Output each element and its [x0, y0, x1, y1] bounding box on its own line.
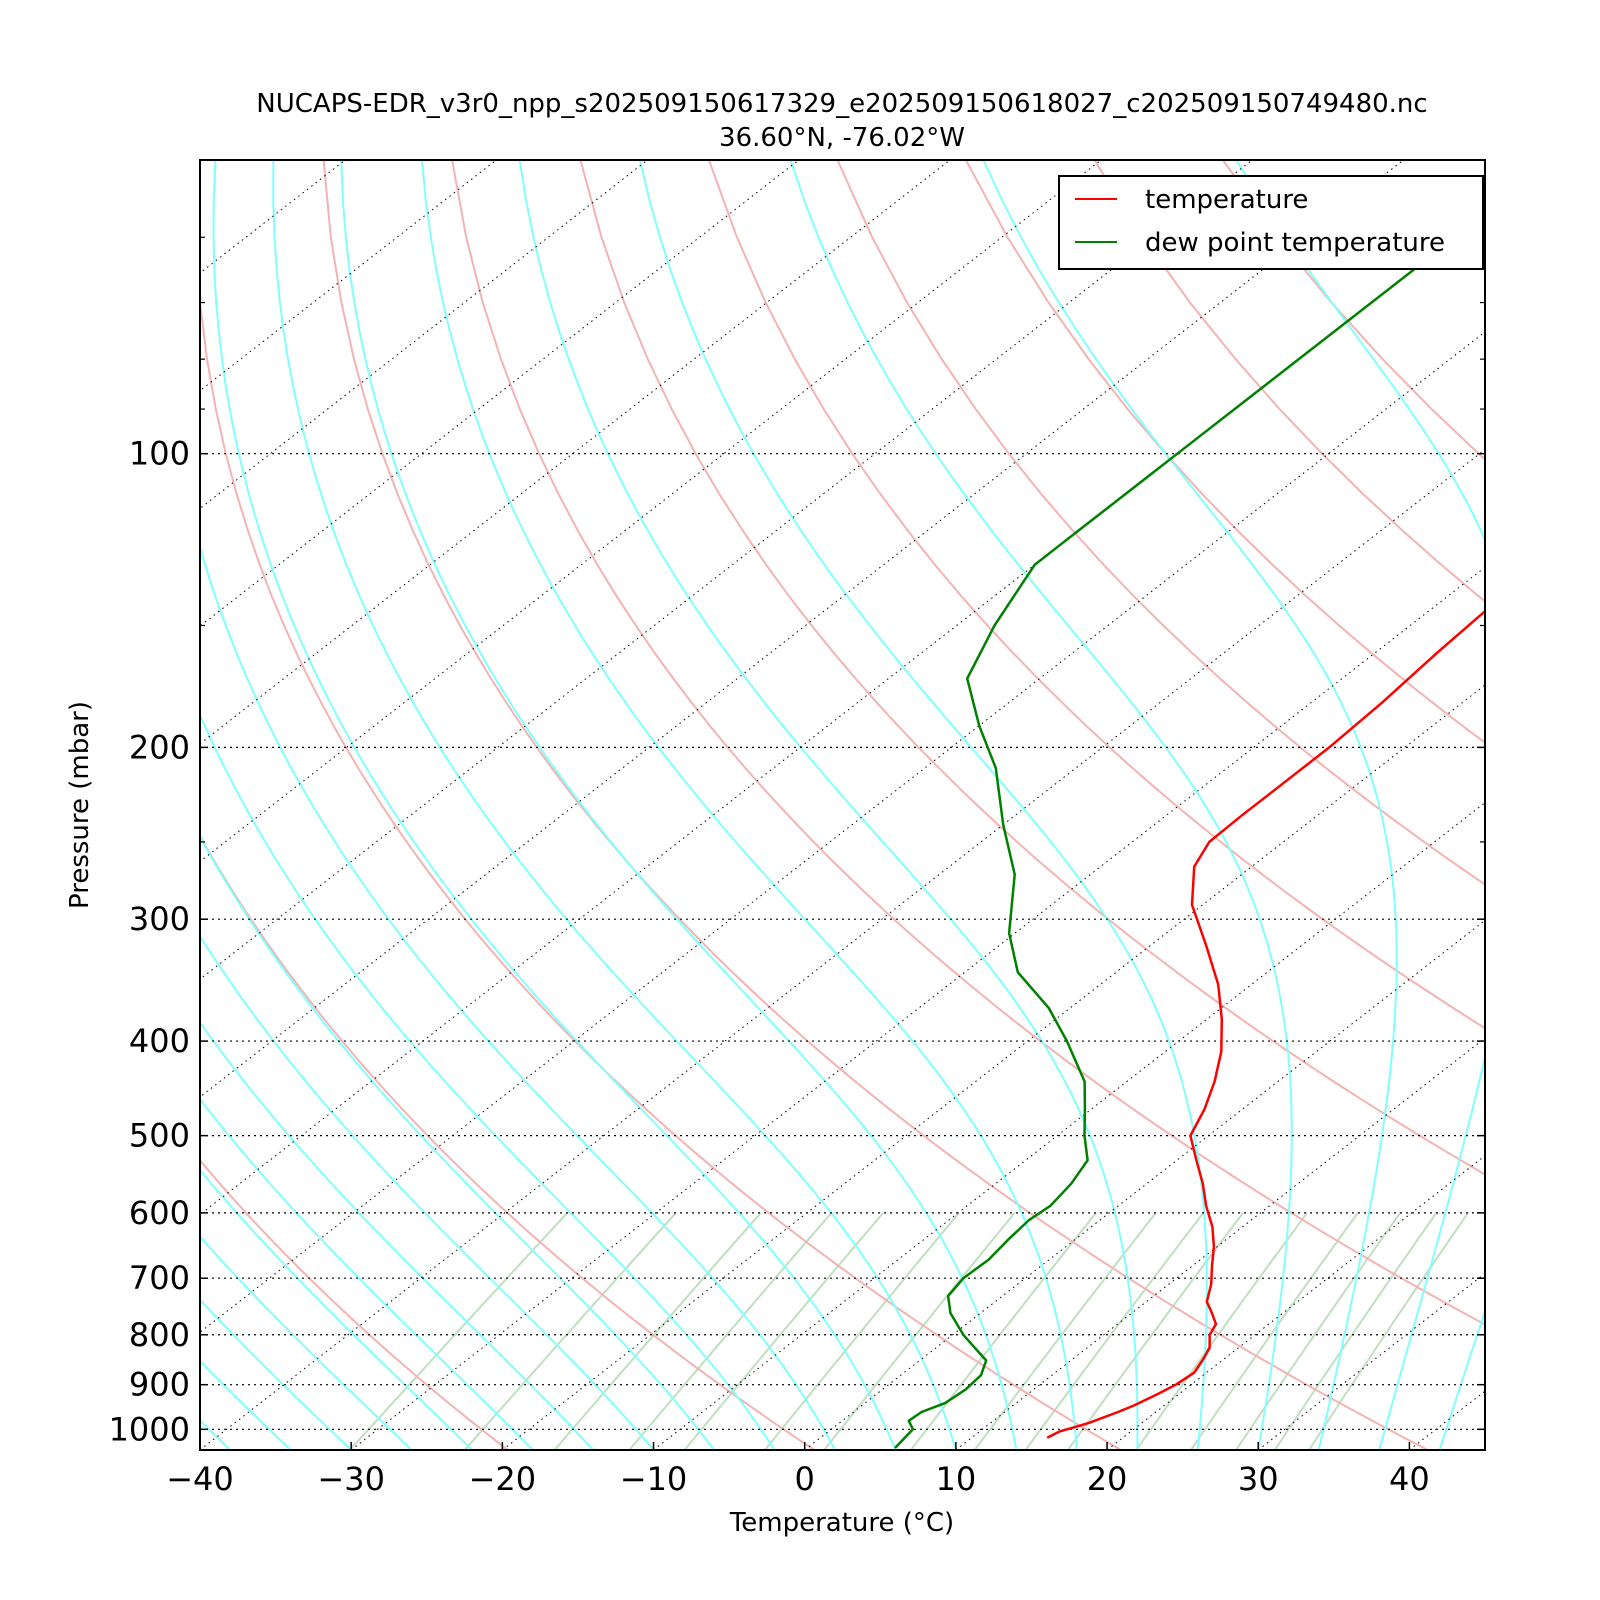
moist-adiabat: [1438, 1308, 1485, 1450]
y-tick-label: 200: [129, 728, 190, 766]
mixing-ratio-line: [764, 1212, 960, 1450]
moist-adiabat: [272, 160, 957, 1450]
skewed-isotherm: [200, 160, 1102, 863]
skewed-isotherm: [1561, 160, 1600, 1450]
dry-adiabat: [200, 1447, 202, 1450]
y-tick-label: 600: [129, 1194, 190, 1232]
x-tick-label: −10: [620, 1460, 688, 1498]
moist-adiabat: [212, 160, 897, 1450]
y-tick-label: 1000: [109, 1410, 190, 1448]
y-tick-label: 800: [129, 1316, 190, 1354]
moist-adiabat: [200, 834, 715, 1450]
skewed-isotherm: [653, 802, 1485, 1450]
mixing-ratio-line: [823, 1212, 1016, 1450]
pressure-grid: [200, 453, 1485, 1430]
axis-ticks: [199, 159, 1485, 1450]
moist-adiabat: [200, 1097, 534, 1450]
moist-adiabat: [421, 160, 1078, 1450]
mixing-ratio-line: [628, 1212, 833, 1450]
x-tick-labels: −40 −30 −20 −10 0 10 20 30 40: [166, 1460, 1430, 1498]
mixing-ratio-line: [1274, 1212, 1438, 1450]
mixing-ratio-line: [1135, 1212, 1308, 1450]
chart-subtitle: 36.60°N, -76.02°W: [719, 123, 965, 153]
background-reference-lines: [200, 160, 1600, 1450]
y-tick-labels: 100 200 300 400 500 600 700 800 900 1000: [109, 435, 190, 1449]
mixing-ratio-line: [553, 1212, 762, 1450]
plot-frame: [199, 159, 1486, 1451]
y-tick-label: 500: [129, 1117, 190, 1155]
moist-adiabat: [200, 1020, 594, 1450]
moist-adiabat: [200, 1235, 413, 1450]
dry-adiabat: [200, 1158, 509, 1450]
legend-label-dewpoint: dew point temperature: [1145, 228, 1445, 258]
dry-adiabat: [836, 160, 1485, 886]
y-tick-label: 900: [129, 1366, 190, 1404]
chart-title: NUCAPS-EDR_v3r0_npp_s202509150617329_e20…: [256, 89, 1427, 119]
moist-adiabat: [1235, 160, 1485, 1450]
skewed-isotherm: [200, 160, 346, 274]
moist-adiabat: [200, 934, 655, 1450]
x-tick-label: 30: [1238, 1460, 1279, 1498]
mixing-ratio-line: [973, 1212, 1157, 1450]
mixing-ratio-line: [1308, 1212, 1469, 1450]
skewed-isotherm: [200, 160, 1404, 1098]
moist-adiabat: [340, 160, 1018, 1450]
moist-adiabat: [200, 1419, 231, 1450]
y-tick-label: 300: [129, 900, 190, 938]
x-tick-label: −30: [317, 1460, 385, 1498]
x-tick-label: 10: [936, 1460, 977, 1498]
moist-adiabat: [200, 1168, 473, 1450]
mixing-ratio-line: [1024, 1212, 1205, 1450]
legend: temperature dew point temperature: [1058, 175, 1484, 270]
moist-adiabat: [200, 543, 836, 1450]
moist-adiabat: [518, 160, 1139, 1450]
y-tick-label: 400: [129, 1022, 190, 1060]
skewed-isotherm: [200, 160, 1253, 980]
skewed-isotherm: [1106, 1155, 1485, 1450]
skewed-isotherm: [1257, 1272, 1485, 1450]
skewed-isotherm: [502, 684, 1485, 1450]
moist-adiabat: [789, 160, 1293, 1450]
mixing-ratio-line: [1235, 1212, 1401, 1450]
dry-adiabat: [322, 160, 1429, 1450]
x-axis-label: Temperature (°C): [729, 1508, 954, 1538]
dry-adiabat: [451, 160, 1485, 1326]
moist-adiabat: [200, 1359, 292, 1450]
moist-adiabat: [200, 1298, 352, 1450]
mixing-ratio-line: [463, 1212, 677, 1450]
skewed-isotherm: [200, 160, 800, 627]
y-axis-label: Pressure (mbar): [65, 701, 95, 909]
x-tick-label: 40: [1389, 1460, 1430, 1498]
skewed-isotherm: [200, 160, 497, 392]
skewed-isotherm: [200, 160, 951, 745]
skewed-isotherm: [200, 160, 648, 510]
dry-adiabat: [200, 834, 815, 1450]
x-tick-label: −40: [166, 1460, 234, 1498]
mixing-ratio-line: [910, 1212, 1097, 1450]
x-tick-label: −20: [469, 1460, 537, 1498]
moist-adiabat: [200, 712, 776, 1450]
x-tick-label: 0: [795, 1460, 815, 1498]
temperature-profile-line: [1046, 609, 1485, 1439]
dewpoint-profile-line: [894, 212, 1485, 1449]
dry-adiabat: [1222, 160, 1485, 461]
skewed-isotherm: [200, 448, 1485, 1450]
dry-adiabat: [200, 288, 1122, 1450]
skewed-isotherm: [200, 331, 1485, 1333]
legend-box: [1058, 175, 1484, 270]
dry-adiabat: [708, 160, 1485, 1030]
dry-adiabat: [579, 160, 1485, 1176]
legend-label-temperature: temperature: [1145, 185, 1308, 215]
mixing-ratio-line: [1189, 1212, 1359, 1450]
x-tick-label: 20: [1087, 1460, 1128, 1498]
moist-adiabat: [982, 160, 1398, 1450]
mixing-ratio-line: [1067, 1212, 1244, 1450]
y-tick-label: 700: [129, 1259, 190, 1297]
y-tick-label: 100: [129, 435, 190, 473]
data-series: [894, 212, 1485, 1449]
